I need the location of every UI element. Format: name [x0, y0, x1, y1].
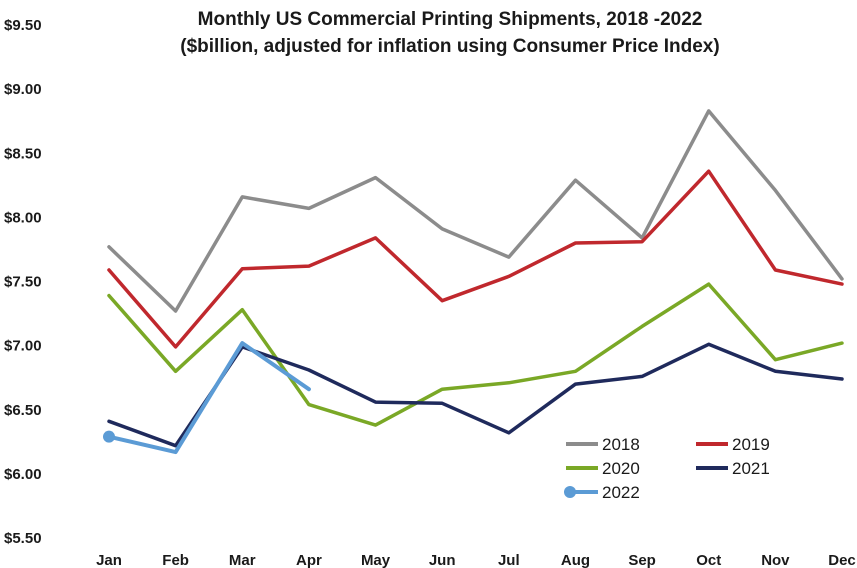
y-tick-label: $6.50: [4, 402, 42, 419]
y-axis-ticks: $5.50 $6.00 $6.50 $7.00 $7.50 $8.00 $8.50 $9.00…: [4, 17, 42, 547]
legend-label: 2018: [602, 435, 640, 454]
series-marker-2022: [103, 430, 115, 443]
x-tick-label: Aug: [561, 552, 590, 568]
series-line-2021: [107, 342, 844, 448]
series-line-2022: [107, 341, 311, 455]
legend-item-2019: 2019: [696, 435, 770, 454]
chart-title: Monthly US Commercial Printing Shipments…: [197, 9, 703, 30]
x-tick-label: Jan: [96, 552, 122, 568]
x-tick-label: Dec: [828, 552, 856, 568]
x-tick-label: Jul: [498, 552, 520, 568]
legend-label: 2022: [602, 483, 640, 502]
legend-marker: [564, 486, 576, 498]
x-tick-label: Sep: [628, 552, 656, 568]
legend: 2018 2019 2020 2021 2022: [564, 435, 770, 502]
series-lines: [103, 109, 844, 455]
legend-label: 2021: [732, 459, 770, 478]
x-axis-ticks: Jan Feb Mar Apr May Jun Jul Aug Sep Oct Nov Dec: [96, 552, 856, 568]
x-tick-label: Apr: [296, 552, 322, 568]
series-line-2018: [107, 109, 844, 313]
y-tick-label: $9.50: [4, 17, 42, 34]
legend-label: 2020: [602, 459, 640, 478]
x-tick-label: Jun: [429, 552, 456, 568]
y-tick-label: $8.00: [4, 209, 42, 226]
x-tick-label: Oct: [696, 552, 721, 568]
legend-item-2022: 2022: [564, 483, 640, 502]
y-tick-label: $5.50: [4, 530, 42, 547]
x-tick-label: May: [361, 552, 391, 568]
x-tick-label: Nov: [761, 552, 790, 568]
y-tick-label: $7.00: [4, 338, 42, 355]
legend-item-2021: 2021: [696, 459, 770, 478]
y-tick-label: $9.00: [4, 81, 42, 98]
y-tick-label: $7.50: [4, 274, 42, 291]
chart-subtitle: ($billion, adjusted for inflation using …: [180, 36, 720, 57]
x-tick-label: Feb: [162, 552, 189, 568]
y-tick-label: $6.00: [4, 466, 42, 483]
x-tick-label: Mar: [229, 552, 256, 568]
legend-label: 2019: [732, 435, 770, 454]
legend-item-2020: 2020: [566, 459, 640, 478]
legend-item-2018: 2018: [566, 435, 640, 454]
series-line-2019: [107, 169, 844, 349]
y-tick-label: $8.50: [4, 145, 42, 162]
series-line-2020: [107, 282, 844, 427]
